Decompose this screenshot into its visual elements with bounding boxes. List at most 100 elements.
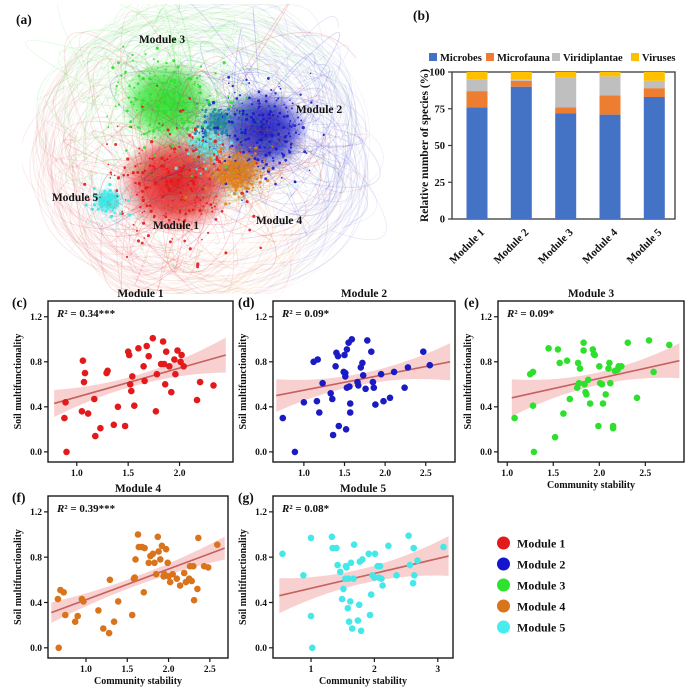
bar-segment-microfauna-5 xyxy=(643,88,665,97)
data-point xyxy=(574,359,582,367)
data-point xyxy=(347,559,355,567)
ytick-0.0: 0.0 xyxy=(30,644,42,654)
data-point xyxy=(300,399,308,406)
data-point xyxy=(62,399,69,406)
data-point xyxy=(355,601,363,609)
data-point xyxy=(329,431,337,439)
data-point xyxy=(128,611,136,619)
cluster-blob-cyan-specks xyxy=(187,128,227,164)
xtick-1.0: 1.0 xyxy=(80,665,92,675)
bar-chart-species-composition-bar: Microbes Microfauna Viridiplantae Viruses 0 2… xyxy=(419,53,676,266)
data-point xyxy=(365,550,373,558)
data-point xyxy=(379,582,386,589)
module-legend-dot-2 xyxy=(497,557,510,571)
data-point xyxy=(338,595,346,603)
data-point xyxy=(149,550,157,558)
data-point xyxy=(145,559,152,567)
network-module-labels: Module 3 Module 2 Module 5 Module 1 Module 4 xyxy=(52,34,343,232)
data-point xyxy=(369,378,377,386)
data-point xyxy=(309,644,316,652)
data-point xyxy=(609,424,617,432)
plot-frame xyxy=(272,300,456,463)
data-point xyxy=(193,396,201,404)
xtick-2.0: 2.0 xyxy=(163,665,175,675)
xtick-1.5: 1.5 xyxy=(339,469,351,479)
bar-legend-label-microfauna: Microfauna xyxy=(497,53,551,64)
data-point xyxy=(591,351,598,359)
r2-annotation: R² = 0.34*** xyxy=(56,308,116,320)
module-legend-label-4: Module 4 xyxy=(517,599,565,613)
data-point xyxy=(336,568,344,576)
data-point xyxy=(291,448,299,456)
data-point xyxy=(599,400,607,407)
data-point xyxy=(404,364,412,371)
xtick-2.5: 2.5 xyxy=(204,665,216,675)
data-point xyxy=(359,359,366,367)
data-point xyxy=(190,596,198,604)
data-point xyxy=(168,388,175,396)
panel-letter-f: (f) xyxy=(12,490,26,505)
data-point xyxy=(581,381,588,388)
bar-segment-microfauna-4 xyxy=(599,95,621,115)
data-point xyxy=(74,612,81,620)
scatter-panel-scatter-module-2: 1.0 1.5 2.0 2.5 0.0 0.4 0.8 1.2 Module 2 R² = 0.0… xyxy=(238,288,456,479)
data-point xyxy=(328,533,336,541)
scatter-points xyxy=(54,531,221,652)
data-point xyxy=(666,341,673,349)
data-point xyxy=(596,363,603,370)
module-legend-dot-5 xyxy=(497,620,510,634)
bar-segment-microfauna-3 xyxy=(555,107,577,114)
data-point xyxy=(141,544,148,552)
data-point xyxy=(530,448,538,456)
data-point xyxy=(343,384,351,392)
data-point xyxy=(583,391,590,398)
data-point xyxy=(152,570,160,578)
data-point xyxy=(347,598,354,605)
bar-legend-label-viruses: Viruses xyxy=(642,53,675,64)
network-nodes xyxy=(83,38,325,269)
data-point xyxy=(595,422,602,430)
data-point xyxy=(152,408,160,415)
data-point xyxy=(131,402,138,410)
plot-frame xyxy=(272,495,454,659)
panel-letter-d: (d) xyxy=(238,295,255,310)
data-point xyxy=(307,534,315,542)
network-label-3: Module 5 xyxy=(52,192,99,204)
bar-ytick-25: 25 xyxy=(435,178,446,189)
data-point xyxy=(319,379,326,387)
data-point xyxy=(210,382,217,389)
xtick-1.5: 1.5 xyxy=(547,469,559,479)
regression-band xyxy=(279,536,449,614)
module-legend: Module 1 Module 2 Module 3 Module 4 Module 5 xyxy=(497,536,565,634)
scatter-title: Module 5 xyxy=(340,483,387,495)
panel-letter-b: (b) xyxy=(413,8,430,23)
cooccurrence-network: Module 3 Module 2 Module 5 Module 1 Module 4 xyxy=(22,4,387,294)
module-legend-label-5: Module 5 xyxy=(517,620,565,634)
plot-frame xyxy=(47,300,234,463)
bar-segment-viruses-1 xyxy=(466,72,488,80)
bar-segment-microbes-2 xyxy=(510,86,532,219)
data-point xyxy=(78,408,86,415)
data-point xyxy=(580,339,587,347)
data-point xyxy=(606,359,613,367)
data-point xyxy=(145,352,152,360)
data-point xyxy=(160,360,168,368)
data-point xyxy=(348,625,356,632)
data-point xyxy=(162,545,170,553)
scatter-xlabel: Community stability xyxy=(94,676,182,687)
data-point xyxy=(300,572,307,579)
data-point xyxy=(173,575,181,582)
data-point xyxy=(143,342,150,350)
data-point xyxy=(100,625,107,632)
r2-annotation: R² = 0.09* xyxy=(281,308,330,320)
data-point xyxy=(342,426,350,433)
data-point xyxy=(598,381,606,388)
data-point xyxy=(343,564,350,571)
data-point xyxy=(110,618,118,625)
data-point xyxy=(364,337,371,344)
bar-segment-microfauna-2 xyxy=(510,80,532,87)
data-point xyxy=(55,644,62,652)
data-point xyxy=(342,369,349,377)
data-point xyxy=(554,346,562,353)
